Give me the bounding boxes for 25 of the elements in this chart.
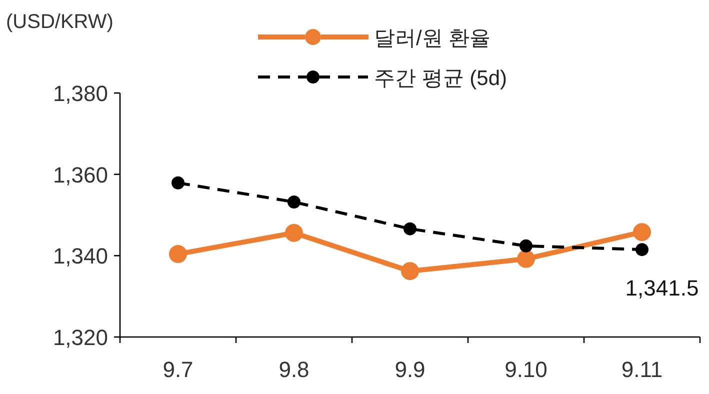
point (401, 262, 419, 280)
legend-label: 주간 평균 (5d) (374, 67, 508, 90)
point (636, 243, 648, 256)
legend-item: 달러/원 환율 (258, 27, 491, 50)
x-tick-label: 9.9 (394, 357, 426, 382)
point (517, 250, 535, 268)
legend-label: 달러/원 환율 (374, 27, 491, 50)
point (633, 223, 651, 242)
point (288, 195, 300, 208)
y-tick-label: 1,380 (52, 81, 108, 106)
data-label: 1,341.5 (625, 276, 699, 301)
point (169, 245, 187, 264)
point (404, 222, 416, 236)
y-tick-label: 1,320 (52, 325, 108, 350)
point (285, 224, 303, 242)
y-tick-label: 1,360 (52, 162, 108, 188)
y-tick-label: 1,340 (52, 244, 108, 269)
point (520, 239, 532, 252)
x-tick-label: 9.8 (278, 357, 310, 382)
x-tick-label: 9.7 (162, 357, 194, 382)
x-tick-label: 9.11 (621, 357, 663, 382)
legend-item: 주간 평균 (5d) (258, 67, 508, 90)
x-tick-label: 9.10 (504, 357, 548, 382)
y-axis-title: (USD/KRW) (6, 11, 114, 33)
point (172, 176, 184, 190)
